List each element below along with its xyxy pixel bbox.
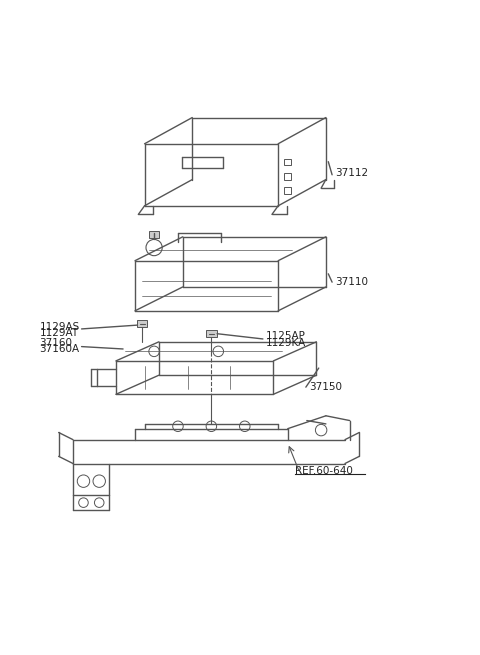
Bar xyxy=(206,330,216,337)
Text: 1129AT: 1129AT xyxy=(39,328,79,338)
Text: 37160A: 37160A xyxy=(39,345,80,354)
Text: 1129KA: 1129KA xyxy=(266,338,307,348)
Bar xyxy=(284,159,290,165)
Text: 1129AS: 1129AS xyxy=(39,322,80,331)
Text: 37150: 37150 xyxy=(309,382,342,392)
Bar xyxy=(149,231,159,238)
Text: 37110: 37110 xyxy=(336,277,369,287)
Text: 37160: 37160 xyxy=(39,338,72,348)
Bar xyxy=(284,187,290,194)
Text: 37112: 37112 xyxy=(336,168,369,178)
Bar xyxy=(137,320,147,327)
Text: 1125AP: 1125AP xyxy=(266,331,306,341)
Text: REF.60-640: REF.60-640 xyxy=(295,466,353,476)
Bar xyxy=(284,173,290,179)
